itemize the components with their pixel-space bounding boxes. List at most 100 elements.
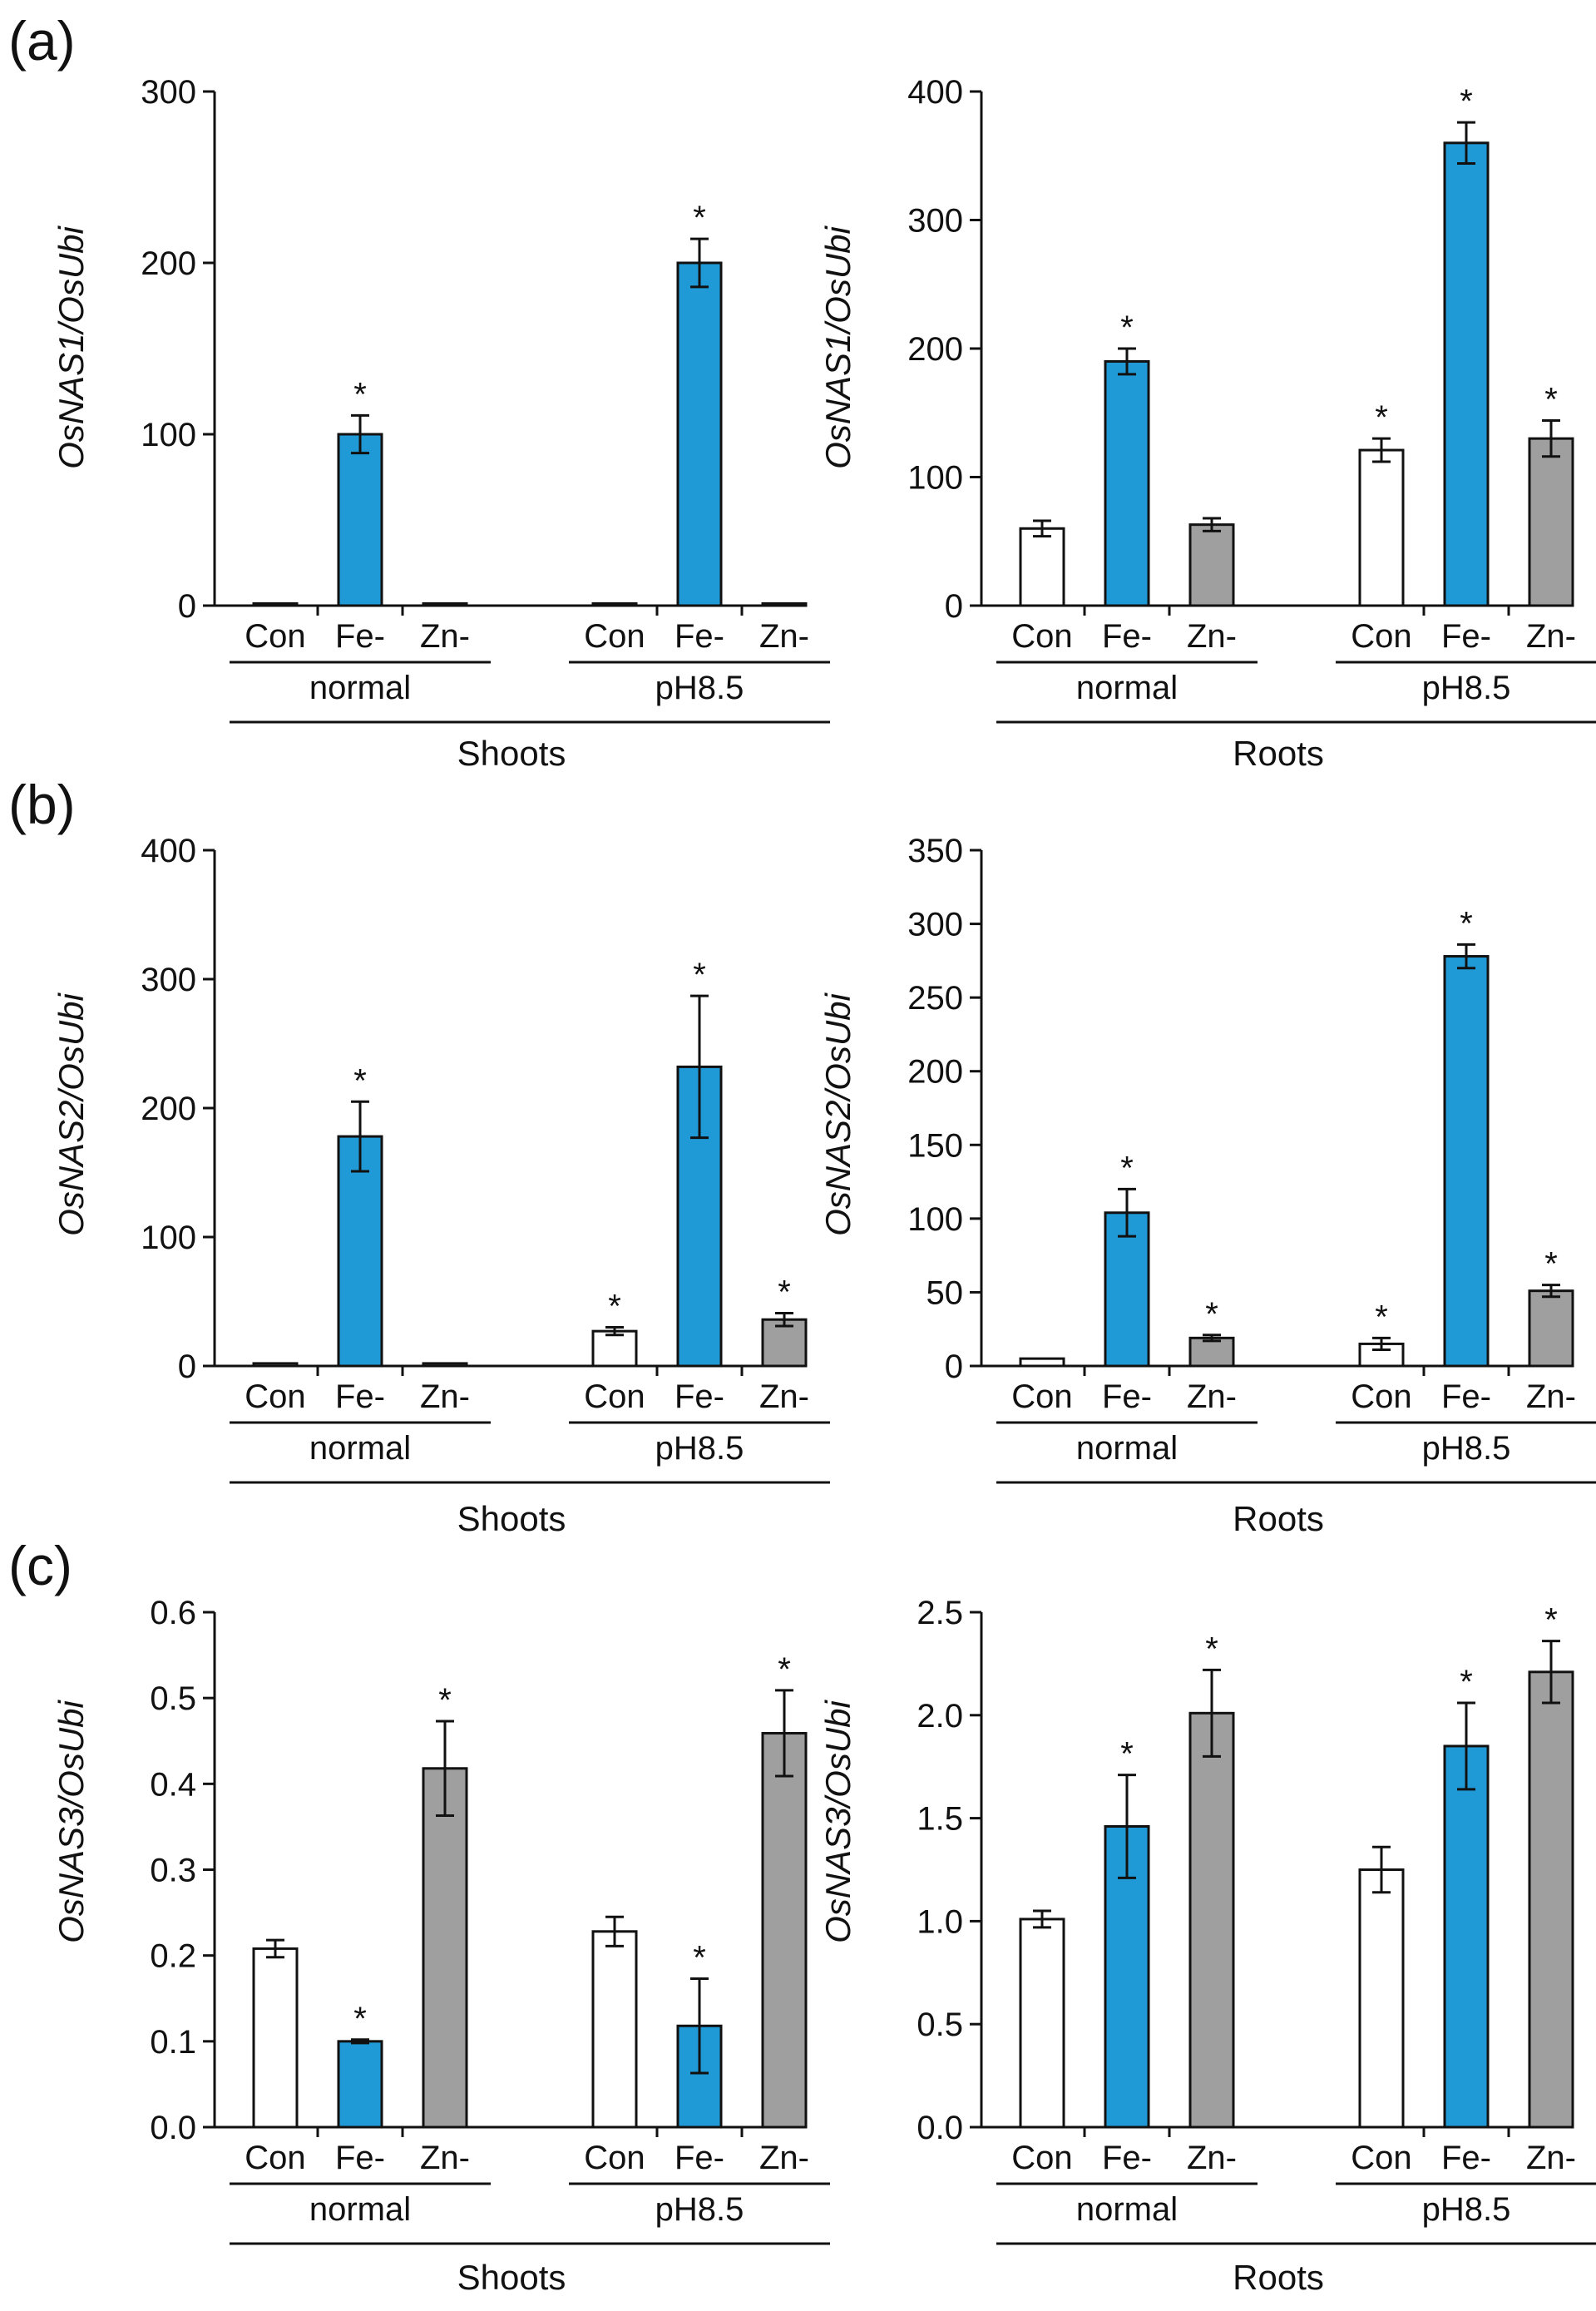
category-label: Fe- [1441, 1378, 1491, 1415]
chart-5: 0.00.10.20.30.40.50.6Con*Fe-*Zn-normalCo… [150, 1595, 830, 2245]
y-tick-label: 50 [926, 1274, 964, 1311]
significance-mark: * [693, 957, 706, 993]
category-label: Con [1011, 2140, 1072, 2176]
significance-mark: * [1544, 1246, 1558, 1283]
category-label: Zn- [1187, 2140, 1237, 2176]
y-tick-label: 250 [907, 980, 963, 1017]
significance-mark: * [1120, 1736, 1134, 1773]
category-label: Con [245, 1378, 305, 1415]
y-tick-label: 400 [141, 833, 196, 869]
y-tick-label: 300 [907, 907, 963, 943]
panel-a-roots: OsNAS1/OsUbi Roots [818, 225, 1324, 773]
group-label: pH8.5 [655, 2191, 744, 2228]
bar [761, 602, 808, 607]
panel-letter: (b) [8, 774, 76, 835]
category-label: Con [1011, 618, 1072, 655]
category-label: Fe- [674, 2140, 724, 2176]
y-axis-label: OsNAS1/OsUbi [818, 225, 857, 468]
bar [761, 1318, 808, 1368]
group-label: pH8.5 [1422, 2191, 1511, 2228]
bar [591, 1930, 638, 2129]
bar [337, 433, 383, 607]
group-label: normal [1076, 1430, 1178, 1467]
y-axis-label: OsNAS3/OsUbi [818, 1699, 857, 1942]
bar [422, 602, 468, 607]
bar [1019, 1357, 1065, 1368]
category-label: Fe- [1441, 2140, 1491, 2176]
y-tick-label: 0 [178, 1348, 196, 1385]
bar [1528, 437, 1574, 607]
bar [1443, 141, 1490, 607]
category-label: Zn- [420, 1378, 470, 1415]
category-label: Fe- [1102, 618, 1152, 655]
y-tick-label: 200 [141, 245, 196, 282]
category-label: Con [584, 618, 645, 655]
y-axis-label: OsNAS3/OsUbi [52, 1699, 91, 1942]
significance-mark: * [1460, 905, 1473, 942]
bar [676, 261, 723, 607]
significance-mark: * [353, 1062, 367, 1099]
significance-mark: * [353, 2001, 367, 2037]
significance-mark: * [1205, 1296, 1218, 1333]
y-tick-label: 0 [178, 588, 196, 625]
y-tick-label: 350 [907, 833, 963, 869]
bar [1188, 1711, 1235, 2129]
significance-mark: * [1120, 309, 1134, 346]
y-tick-label: 0.6 [150, 1595, 196, 1631]
category-label: Con [1351, 618, 1411, 655]
chart-3: 0 100 200 300 400 Con * Fe- Zn-normal * Con * Fe- * Zn… [141, 833, 830, 1484]
panel-letter: (a) [8, 10, 76, 72]
category-label: Zn- [1526, 2140, 1576, 2176]
category-label: Con [584, 1378, 645, 1415]
bar [1443, 955, 1490, 1368]
category-label: Con [1351, 2140, 1411, 2176]
category-label: Fe- [1102, 2140, 1152, 2176]
bar [1443, 1744, 1490, 2129]
significance-mark: * [1375, 1299, 1388, 1335]
category-label: Con [584, 2140, 645, 2176]
group-label: pH8.5 [1422, 1430, 1511, 1467]
significance-mark: * [608, 1289, 621, 1325]
tissue-label: Roots [1233, 734, 1324, 773]
bar [591, 602, 638, 607]
y-tick-label: 300 [141, 74, 196, 111]
bar [1019, 527, 1065, 607]
category-label: Zn- [1187, 1378, 1237, 1415]
chart-6: 0.00.51.01.52.02.5Con*Fe-*Zn-normalCon*F… [917, 1595, 1596, 2245]
bar [337, 2040, 383, 2129]
tissue-label: Shoots [457, 734, 566, 773]
panel-c-roots: OsNAS3/OsUbi Roots [818, 1699, 1324, 2297]
significance-mark: * [693, 200, 706, 236]
significance-mark: * [438, 1682, 452, 1719]
group-label: normal [309, 1430, 411, 1467]
significance-mark: * [693, 1940, 706, 1977]
category-label: Fe- [674, 618, 724, 655]
significance-mark: * [778, 1651, 791, 1688]
y-tick-label: 200 [907, 331, 963, 368]
group-label: pH8.5 [655, 1430, 744, 1467]
group-label: normal [309, 2191, 411, 2228]
significance-mark: * [1120, 1150, 1134, 1186]
y-tick-label: 100 [907, 460, 963, 497]
bar [1188, 1336, 1235, 1368]
significance-mark: * [1460, 83, 1473, 120]
bar [1528, 1289, 1574, 1368]
y-tick-label: 1.5 [917, 1801, 963, 1838]
category-label: Con [245, 618, 305, 655]
y-tick-label: 0.0 [150, 2110, 196, 2146]
y-tick-label: 1.0 [917, 1903, 963, 1940]
significance-mark: * [1375, 399, 1388, 436]
y-tick-label: 0.2 [150, 1938, 196, 1975]
tissue-label: Roots [1233, 1499, 1324, 1538]
y-tick-label: 200 [907, 1054, 963, 1091]
category-label: Fe- [674, 1378, 724, 1415]
category-label: Fe- [1441, 618, 1491, 655]
bar [676, 1065, 723, 1368]
y-axis-label: OsNAS2/OsUbi [52, 992, 91, 1235]
category-label: Zn- [420, 2140, 470, 2176]
y-tick-label: 0.5 [917, 2007, 963, 2043]
chart-2: 0 100 200 300 400 Con * Fe- Zn-normal * Con * Fe- * Zn… [907, 74, 1596, 724]
bar [1188, 523, 1235, 607]
panel-a-shoots: (a) OsNAS1/OsUbi Shoots [8, 10, 566, 773]
